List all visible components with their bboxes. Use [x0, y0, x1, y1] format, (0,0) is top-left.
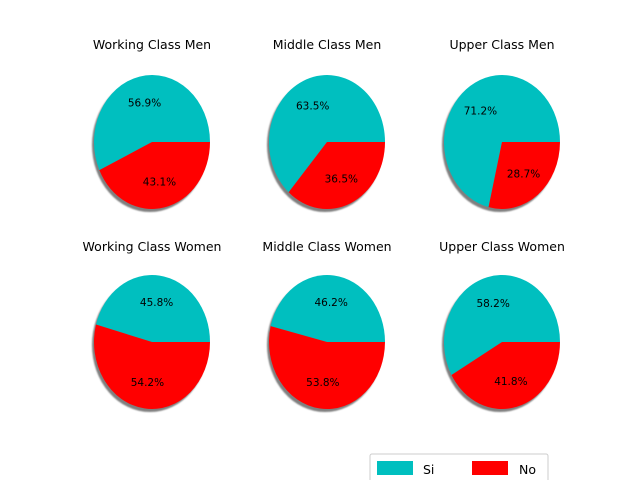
pie-working-class-men: Working Class Men 56.9% 43.1%: [92, 37, 211, 212]
pie-slice-upper-class-women-si: [443, 274, 560, 376]
pie-slice-working-class-women-si: [96, 275, 210, 342]
pie-slice-middle-class-men-no: [288, 142, 385, 210]
pie-slice-middle-class-women-si: [270, 275, 385, 342]
pie-slice-upper-class-men-no: [488, 142, 560, 209]
pie-label-middle-class-women-no: 53.8%: [306, 377, 339, 389]
legend-swatch-no: [472, 461, 508, 475]
legend-swatch-si: [377, 461, 413, 475]
pie-label-upper-class-women-si: 58.2%: [476, 298, 509, 310]
pie-label-upper-class-men-no: 28.7%: [507, 169, 540, 181]
pies-layer: Working Class Men 56.9% 43.1% Middle Class …: [83, 37, 565, 412]
pie-label-middle-class-men-si: 63.5%: [296, 100, 329, 112]
pie-label-middle-class-women-si: 46.2%: [314, 297, 347, 309]
legend: Si No: [369, 453, 549, 480]
pie-slice-middle-class-women-no: [269, 326, 385, 410]
pie-label-working-class-men-no: 43.1%: [143, 176, 176, 188]
pie-title-middle-class-men: Middle Class Men: [273, 37, 382, 52]
pie-slice-middle-class-men-si: [268, 75, 385, 193]
pie-title-working-class-men: Working Class Men: [93, 37, 211, 52]
pie-label-working-class-women-si: 45.8%: [140, 297, 173, 309]
pie-slice-upper-class-men-si: [444, 74, 560, 208]
pie-slice-working-class-women-no: [94, 324, 210, 410]
pie-title-upper-class-men: Upper Class Men: [449, 37, 554, 52]
pie-upper-class-men: Upper Class Men 71.2% 28.7%: [442, 37, 560, 212]
legend-label-si: Si: [423, 462, 434, 477]
pie-middle-class-men: Middle Class Men 63.5% 36.5%: [267, 37, 385, 212]
pie-slice-upper-class-women-no: [451, 342, 560, 409]
pie-label-working-class-men-si: 56.9%: [128, 98, 161, 110]
pie-title-working-class-women: Working Class Women: [83, 239, 222, 254]
pie-title-middle-class-women: Middle Class Women: [262, 239, 391, 254]
pie-label-upper-class-men-si: 71.2%: [464, 105, 497, 117]
pie-slice-working-class-men-no: [99, 142, 210, 209]
pie-upper-class-women: Upper Class Women 58.2% 41.8%: [439, 239, 565, 412]
pie-label-working-class-women-no: 54.2%: [131, 377, 164, 389]
pie-title-upper-class-women: Upper Class Women: [439, 239, 565, 254]
legend-label-no: No: [519, 462, 536, 477]
pie-label-upper-class-women-no: 41.8%: [494, 376, 527, 388]
pie-label-middle-class-men-no: 36.5%: [325, 174, 358, 186]
pie-working-class-women: Working Class Women 45.8% 54.2%: [83, 239, 222, 412]
pie-middle-class-women: Middle Class Women 46.2% 53.8%: [262, 239, 392, 412]
pie-slice-working-class-men-si: [94, 74, 210, 171]
